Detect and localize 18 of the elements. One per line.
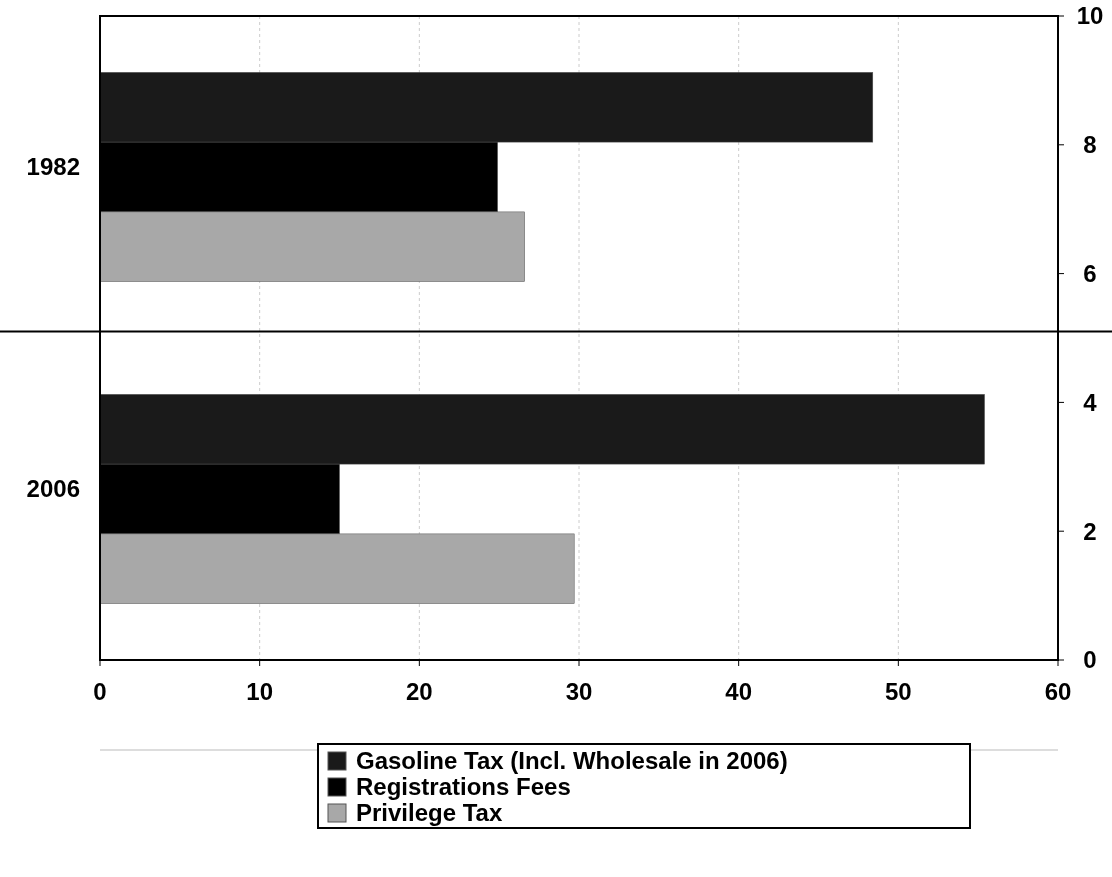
y2-tick-label: 6 [1083, 260, 1097, 287]
legend-label: Gasoline Tax (Incl. Wholesale in 2006) [356, 747, 788, 775]
y2-tick-label: 8 [1083, 131, 1097, 159]
y-tick-label: 2006 [26, 475, 80, 503]
x-tick-label: 10 [246, 678, 274, 705]
x-tick-label: 40 [725, 678, 753, 705]
y2-tick-label: 4 [1083, 388, 1098, 416]
legend-label: Privilege Tax [356, 799, 503, 827]
y2-tick-label: 10 [1076, 2, 1104, 30]
x-tick-label: 30 [565, 678, 593, 705]
y2-tick-label: 2 [1083, 517, 1097, 545]
y-tick-label: 1982 [26, 153, 80, 181]
y2-tick-label: 0 [1083, 646, 1097, 674]
x-tick-label: 0 [93, 678, 107, 705]
x-tick-label: 60 [1044, 678, 1072, 705]
legend-label: Registrations Fees [356, 773, 571, 801]
x-tick-label: 20 [405, 678, 433, 705]
x-tick-label: 50 [884, 678, 912, 705]
